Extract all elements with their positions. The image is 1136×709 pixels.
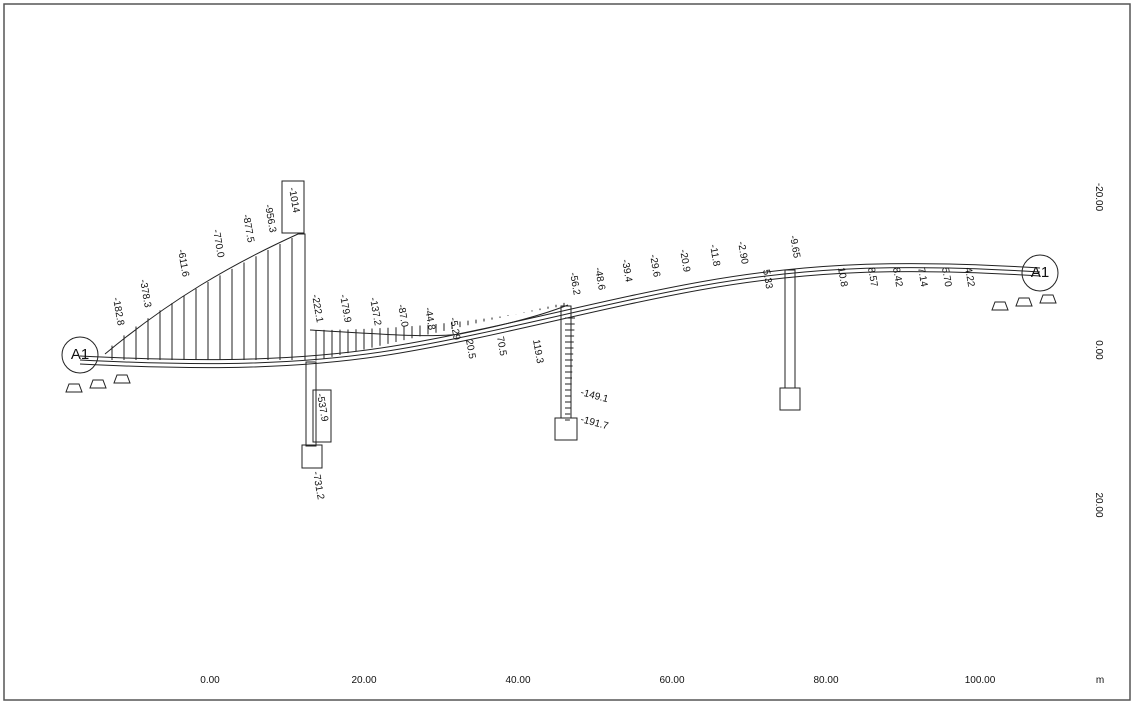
x-tick-label: 0.00 xyxy=(200,675,220,686)
y-tick-label: 0.00 xyxy=(1093,340,1104,360)
structure-diagram: 0.00 20.00 40.00 60.00 80.00 100.00 m -20.00 0.0… xyxy=(0,0,1136,704)
x-unit: m xyxy=(1096,675,1104,686)
support-label: A1 xyxy=(1031,264,1049,281)
y-tick-label: 20.00 xyxy=(1093,492,1104,517)
frame xyxy=(4,4,1130,700)
x-tick-label: 60.00 xyxy=(659,675,684,686)
x-tick-label: 40.00 xyxy=(505,675,530,686)
support-label: A1 xyxy=(71,346,89,363)
x-tick-label: 80.00 xyxy=(813,675,838,686)
x-tick-label: 20.00 xyxy=(351,675,376,686)
x-tick-label: 100.00 xyxy=(965,675,996,686)
y-tick-label: -20.00 xyxy=(1093,183,1104,212)
